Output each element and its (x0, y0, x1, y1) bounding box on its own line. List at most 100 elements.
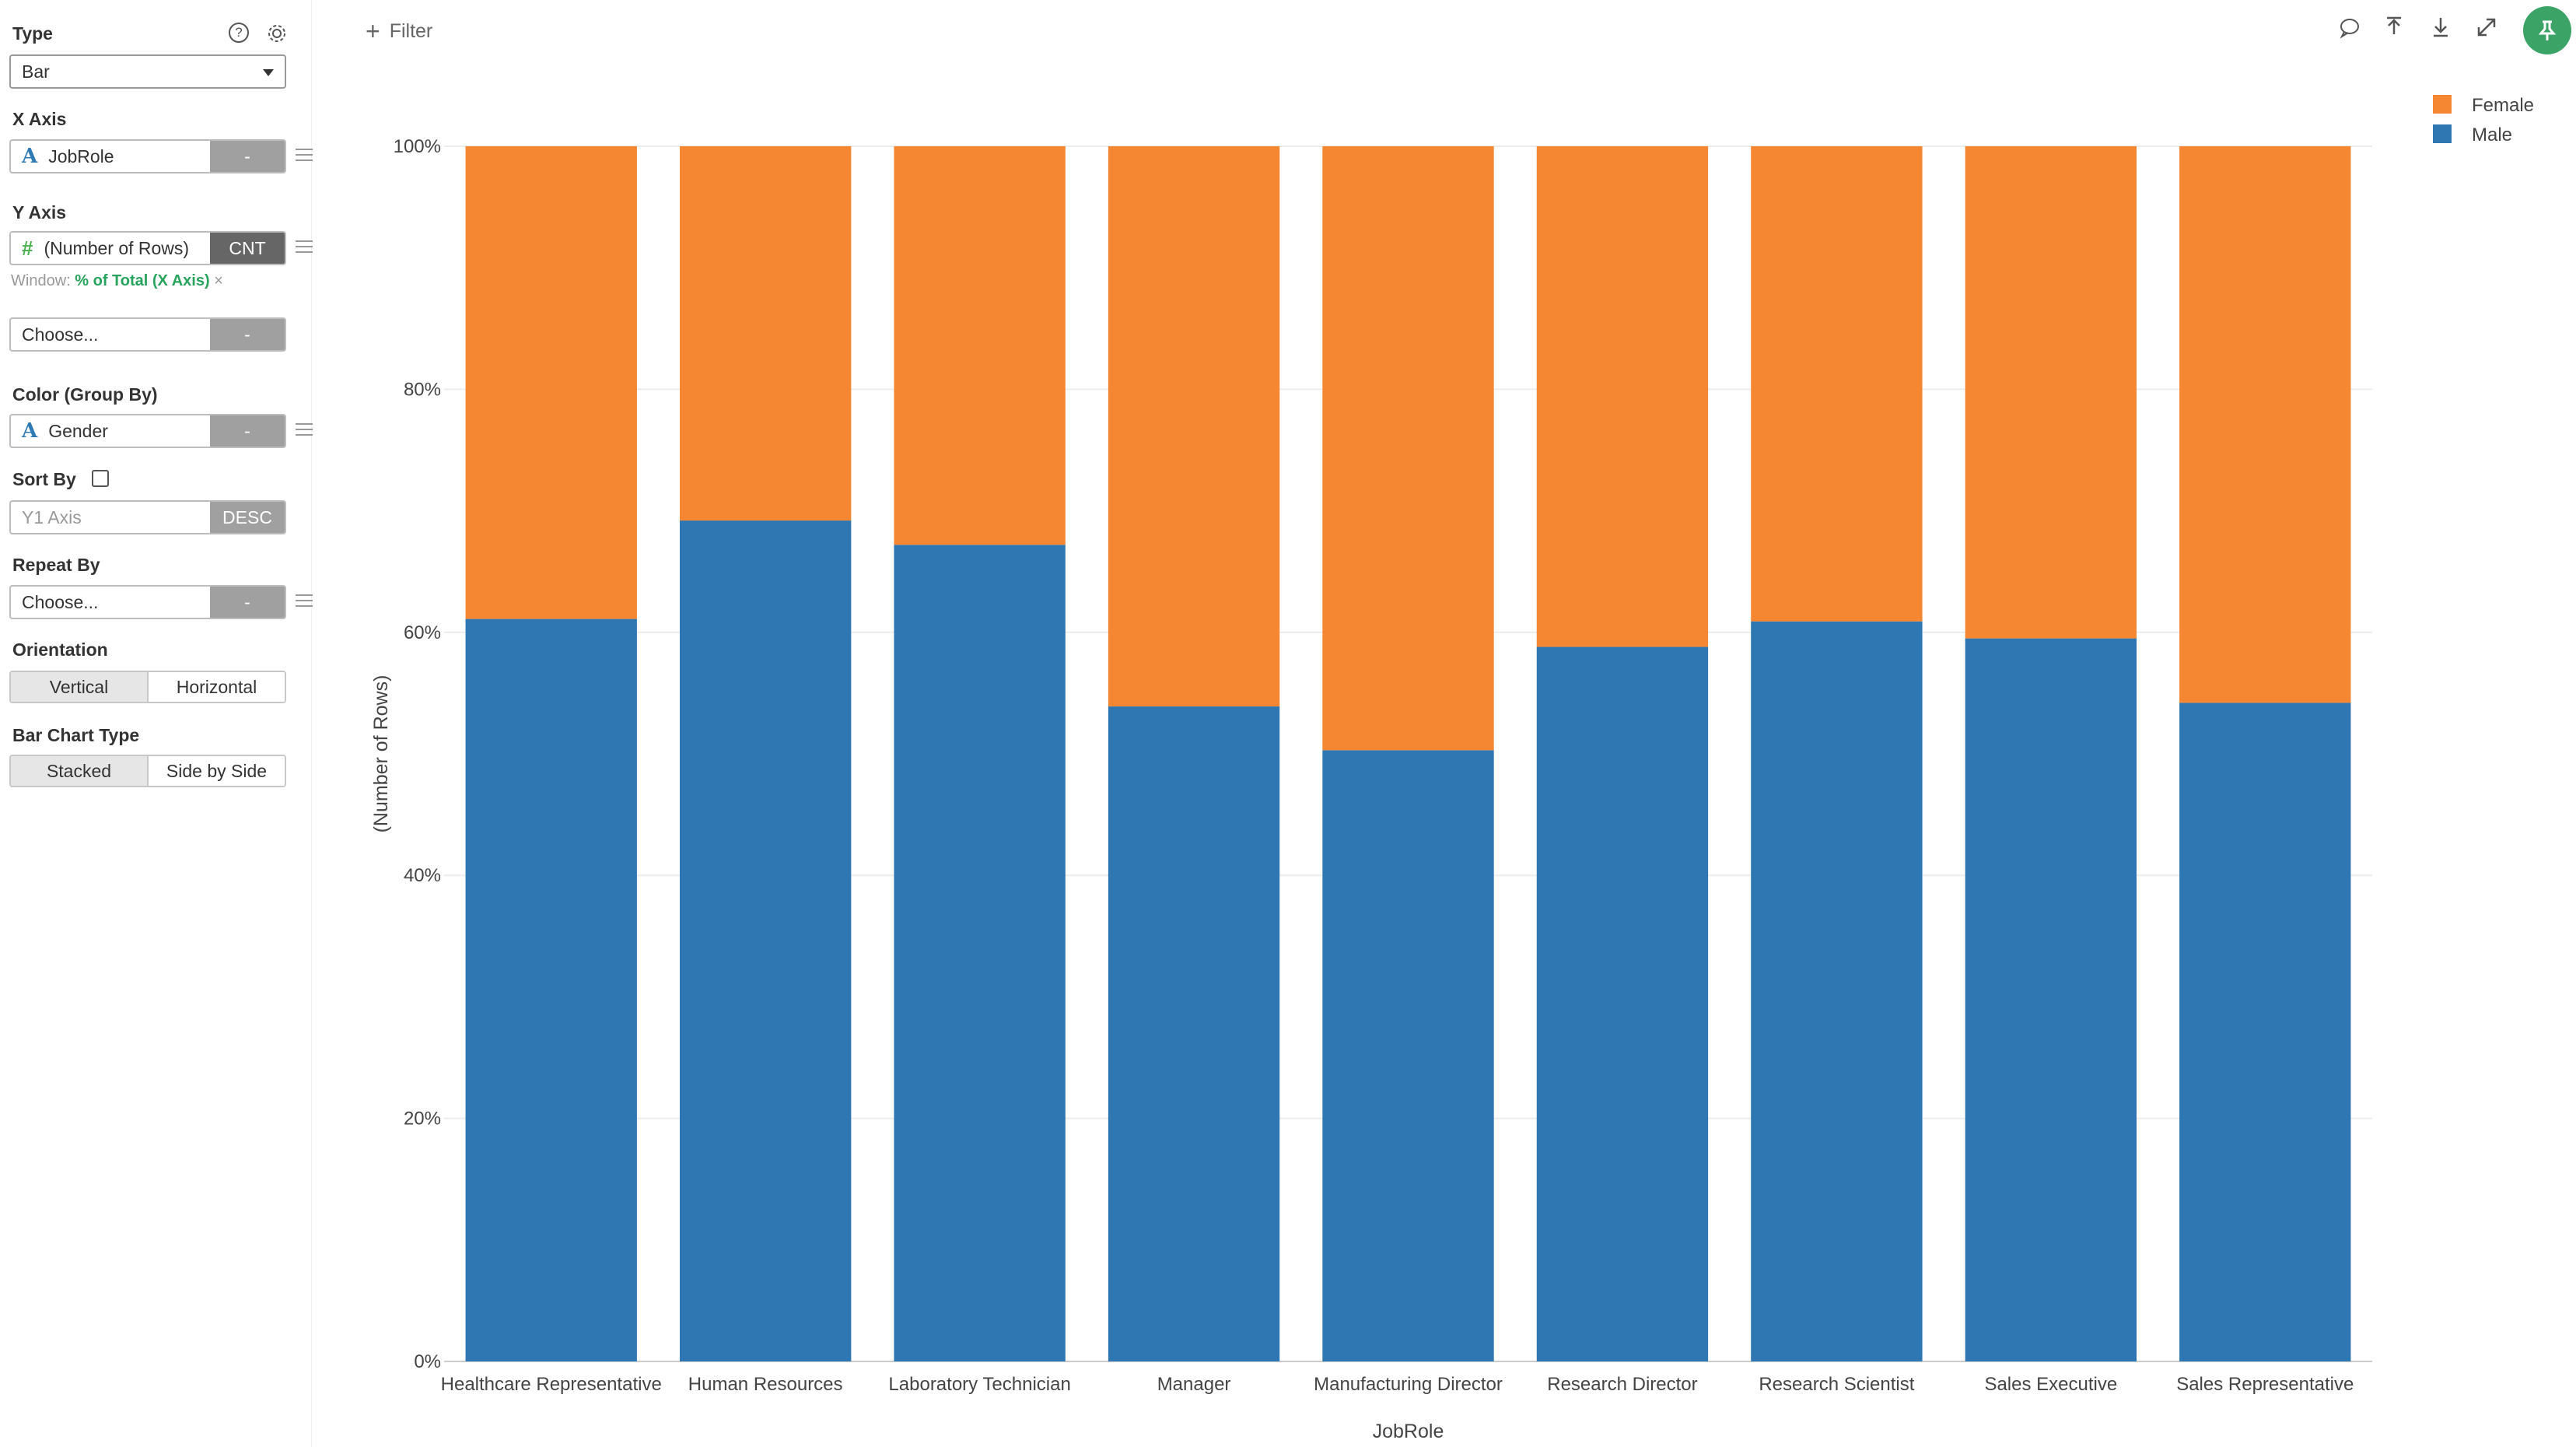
y-axis-menu-icon[interactable] (296, 240, 313, 254)
chart-type-select[interactable]: Bar (9, 54, 286, 89)
x-tick-label: Human Resources (688, 1374, 843, 1395)
sort-order-button[interactable]: DESC (210, 502, 285, 533)
gear-icon[interactable] (266, 23, 288, 44)
bar-male (894, 545, 1066, 1362)
comment-icon[interactable] (2338, 17, 2361, 39)
x-tick-label: Manager (1157, 1374, 1231, 1395)
x-tick-label: Manufacturing Director (1314, 1374, 1503, 1395)
x-tick-label: Healthcare Representative (441, 1374, 662, 1395)
color-menu-icon[interactable] (296, 423, 313, 437)
x-tick-label: Research Director (1547, 1374, 1697, 1395)
expand-icon[interactable] (2475, 16, 2498, 39)
y-axis-field[interactable]: # (Number of Rows) CNT (9, 231, 286, 265)
window-calc: Window: % of Total (X Axis) × (11, 272, 223, 290)
bar-female (1108, 146, 1280, 707)
y-axis-label: Y Axis (12, 202, 67, 222)
y2-agg-button[interactable]: - (210, 319, 285, 350)
sort-label: Sort By (12, 469, 76, 489)
repeat-menu-icon[interactable] (296, 594, 313, 608)
orientation-label: Orientation (12, 639, 108, 660)
window-value[interactable]: % of Total (X Axis) (75, 272, 210, 289)
bar-male (1536, 646, 1709, 1361)
bar-male (2179, 702, 2351, 1361)
sort-checkbox[interactable] (92, 470, 109, 487)
help-icon[interactable]: ? (229, 23, 249, 43)
y2-placeholder: Choose... (22, 324, 99, 345)
orientation-vertical[interactable]: Vertical (11, 672, 149, 702)
sort-placeholder: Y1 Axis (22, 506, 82, 527)
bar-male (1322, 750, 1494, 1361)
bar-female (1751, 146, 1923, 622)
legend-label: Male (2472, 124, 2512, 145)
legend-label: Female (2472, 95, 2534, 116)
x-tick-label: Laboratory Technician (888, 1374, 1070, 1395)
pin-button[interactable] (2523, 6, 2571, 54)
repeat-field[interactable]: Choose... - (9, 585, 286, 619)
orientation-horizontal[interactable]: Horizontal (149, 672, 285, 702)
close-icon[interactable]: × (214, 272, 223, 289)
bar-female (2179, 146, 2351, 703)
window-prefix: Window: (11, 272, 71, 289)
string-type-icon: A (22, 419, 38, 443)
x-tick-label: Research Scientist (1759, 1374, 1914, 1395)
x-axis-agg-button[interactable]: - (210, 141, 285, 172)
bar-female (465, 146, 637, 619)
chart-type-value: Bar (22, 61, 50, 82)
config-sidebar: Type ? Bar X Axis A JobRole - Y Axis # (Nu… (0, 0, 313, 1447)
bar-type-side-by-side[interactable]: Side by Side (149, 756, 285, 786)
download-icon[interactable] (2430, 16, 2452, 39)
y-axis-agg-button[interactable]: CNT (210, 233, 285, 264)
x-tick-label: Sales Representative (2176, 1374, 2354, 1395)
legend-swatch (2433, 95, 2452, 114)
orientation-toggle: Vertical Horizontal (9, 671, 286, 703)
y-tick-label: 80% (404, 379, 441, 400)
plus-icon: + (366, 17, 380, 45)
bar-male (465, 618, 637, 1361)
y-tick-label: 100% (394, 136, 441, 157)
repeat-column[interactable]: Choose... (11, 587, 212, 618)
bar-male (679, 520, 852, 1362)
repeat-placeholder: Choose... (22, 591, 99, 612)
bar-type-stacked[interactable]: Stacked (11, 756, 149, 786)
string-type-icon: A (22, 145, 38, 168)
repeat-label: Repeat By (12, 555, 100, 575)
filter-label: Filter (389, 20, 433, 42)
legend-swatch (2433, 124, 2452, 143)
repeat-agg-button[interactable]: - (210, 587, 285, 618)
upload-icon[interactable] (2383, 16, 2405, 39)
bar-female (1536, 146, 1709, 647)
y2-axis-field[interactable]: Choose... - (9, 317, 286, 352)
type-label: Type (12, 23, 53, 44)
x-axis-value: JobRole (48, 145, 114, 166)
sort-field[interactable]: Y1 Axis DESC (9, 500, 286, 534)
y-tick-label: 20% (404, 1109, 441, 1130)
number-type-icon: # (22, 236, 33, 260)
color-agg-button[interactable]: - (210, 415, 285, 447)
filter-button[interactable]: + Filter (366, 17, 432, 46)
color-label: Color (Group By) (12, 384, 158, 405)
x-axis-title: JobRole (1373, 1421, 1444, 1442)
x-axis-menu-icon[interactable] (296, 149, 313, 163)
color-field[interactable]: A Gender - (9, 414, 286, 448)
x-axis-label: X Axis (12, 109, 67, 129)
bar-female (679, 146, 852, 521)
bar-female (894, 146, 1066, 545)
y-tick-label: 0% (414, 1351, 441, 1372)
bar-male (1965, 638, 2137, 1361)
y-tick-label: 40% (404, 865, 441, 886)
x-tick-label: Sales Executive (1984, 1374, 2117, 1395)
bar-female (1965, 146, 2137, 639)
x-axis-field[interactable]: A JobRole - (9, 139, 286, 173)
bar-female (1322, 146, 1494, 751)
bar-male (1108, 706, 1280, 1361)
y-tick-label: 60% (404, 622, 441, 643)
bar-type-label: Bar Chart Type (12, 725, 140, 745)
bar-type-toggle: Stacked Side by Side (9, 755, 286, 787)
y-axis-title: (Number of Rows) (370, 675, 392, 833)
y-axis-value: (Number of Rows) (44, 237, 190, 258)
pin-icon (2538, 20, 2557, 40)
x-axis-column[interactable]: A JobRole (11, 141, 212, 172)
color-value: Gender (48, 420, 108, 441)
chevron-down-icon (263, 69, 274, 76)
